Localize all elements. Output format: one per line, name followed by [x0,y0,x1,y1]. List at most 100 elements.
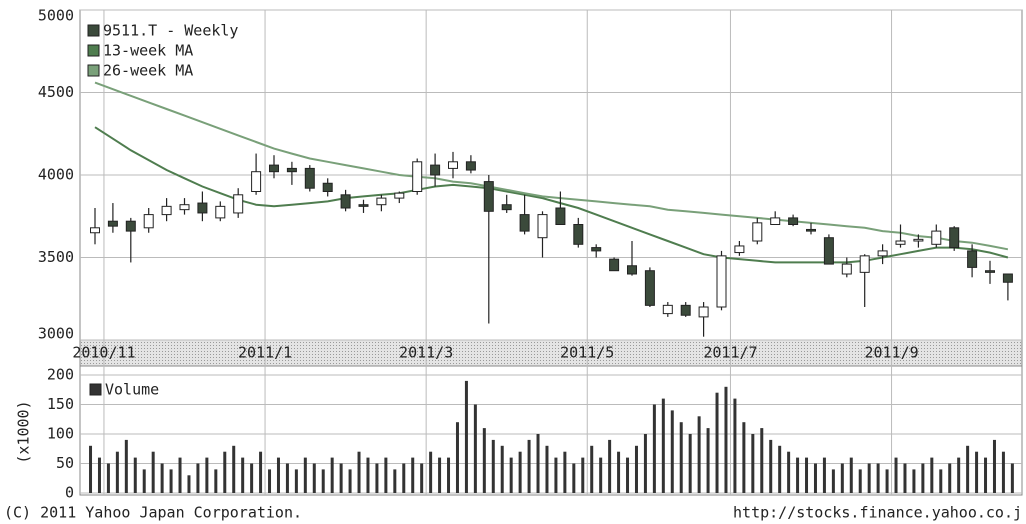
volume-bar [384,457,388,493]
volume-bar [957,457,961,493]
candle-body [448,161,458,169]
candle-body [465,161,476,171]
x-tick-label: 2011/7 [703,344,757,362]
volume-bar [411,457,415,493]
legend-swatch [87,44,100,57]
volume-bar [509,457,513,493]
y-tick-label: 50 [56,454,74,472]
volume-bar [312,463,316,493]
candle-body [501,204,512,211]
y-tick-label: 4500 [38,83,74,101]
date-band [79,339,1023,367]
candle-body [430,164,441,176]
volume-bar [500,445,504,493]
volume-bar [241,457,245,493]
volume-bar [643,434,647,493]
volume-bar [259,451,263,493]
volume-bar [822,457,826,493]
volume-bar [115,451,119,493]
candle-body [394,192,405,199]
volume-bar [89,445,93,493]
volume-bar [563,451,567,493]
candle-body [161,205,172,216]
y-tick-label: 0 [65,484,74,502]
candle-body [143,214,154,229]
volume-bar [670,410,674,493]
y-tick-label: 100 [47,425,74,443]
volume-bar [894,457,898,493]
volume-bar [303,457,307,493]
volume-bar [447,457,451,493]
candle-body [322,182,333,192]
legend-label: 13-week MA [103,42,193,60]
volume-bar [124,439,128,493]
volume-bar [375,463,379,493]
y-tick-label: 5000 [38,7,74,25]
x-tick-label: 2011/1 [238,344,292,362]
ma-line [94,126,1009,264]
volume-bar [97,457,101,493]
x-tick-label: 2011/3 [399,344,453,362]
candle-body [752,222,763,242]
volume-bar [187,475,191,493]
x-tick-label: 2011/5 [560,344,614,362]
volume-bar [885,469,889,493]
volume-bar [330,457,334,493]
volume-bar [992,439,996,493]
volume-bar [106,463,110,493]
volume-bar [429,451,433,493]
candle-body [931,230,942,245]
candle-body [90,227,100,234]
candle-body [913,238,924,242]
volume-bar [169,469,173,493]
candle-body [269,164,279,173]
volume-bar [787,451,791,493]
volume-bar [813,463,817,493]
candle-body [644,270,655,306]
volume-bar [232,445,236,493]
candle-body [107,220,118,227]
volume-bar [151,451,155,493]
candle-body [376,197,387,206]
volume-bar [491,439,495,493]
volume-axis-label: (x1000) [15,400,33,463]
volume-bar [268,469,272,493]
legend-label: 9511.T - Weekly [103,22,238,40]
candle-body [251,171,262,192]
volume-bar [348,469,352,493]
volume-bar [223,451,227,493]
volume-bar [661,398,665,493]
volume-bar [876,463,880,493]
volume-bar [464,380,468,493]
volume-bar [912,469,916,493]
candle-body [537,214,548,239]
candle-body [1002,273,1013,283]
volume-bar [742,422,746,493]
volume-bar [975,451,979,493]
candle-body [698,306,709,318]
volume-bar [250,463,254,493]
candle-body [340,194,351,209]
volume-bar [276,457,280,493]
candle-body [806,228,816,232]
volume-bar [805,457,809,493]
volume-bar [554,457,558,493]
candle-body [716,255,727,308]
y-tick-label: 3500 [38,248,74,266]
volume-bar [1010,463,1014,493]
volume-bar [178,457,182,493]
candle-body [949,227,960,249]
volume-bar [858,469,862,493]
candle-body [591,247,602,252]
candle-body [286,167,297,173]
volume-bar [581,457,585,493]
candle-body [358,204,369,207]
candle-body [680,304,691,316]
volume-bar [724,386,728,493]
legend-swatch [87,64,100,77]
volume-bar [948,463,952,493]
source-url: http://stocks.finance.yahoo.co.j [733,504,1022,522]
candle-body [967,250,978,268]
volume-bar [840,463,844,493]
candle-body [215,205,226,219]
